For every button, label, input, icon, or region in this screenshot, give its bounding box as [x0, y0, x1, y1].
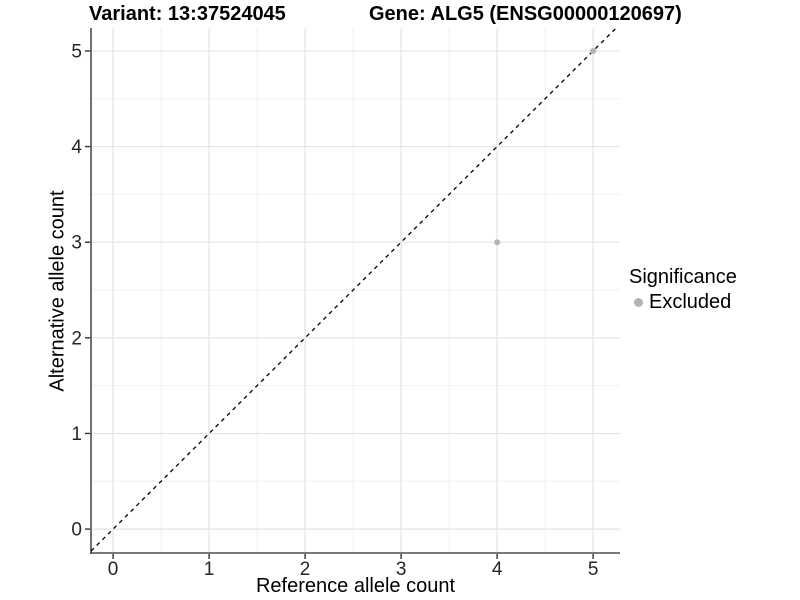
data-point-excluded: [590, 47, 597, 54]
legend-item: Excluded: [629, 291, 737, 314]
x-axis-label: Reference allele count: [255, 575, 455, 597]
identity-line: [90, 27, 617, 552]
x-tick-label: 3: [396, 559, 407, 580]
y-tick-label: 3: [71, 233, 82, 254]
legend: Significance Excluded: [629, 266, 737, 314]
y-tick-label: 1: [71, 424, 82, 445]
y-axis-label: Alternative allele count: [46, 190, 69, 392]
y-tick-label: 2: [71, 328, 82, 349]
x-tick-label: 4: [492, 559, 503, 580]
plot-title-variant: Variant: 13:37524045: [89, 3, 286, 25]
legend-title: Significance: [629, 266, 737, 288]
x-tick-label: 0: [108, 559, 119, 580]
x-tick-label: 5: [588, 559, 599, 580]
legend-items: Excluded: [629, 291, 737, 314]
x-tick-label: 2: [300, 559, 311, 580]
x-tick-label: 1: [204, 559, 215, 580]
plot-title-gene: Gene: ALG5 (ENSG00000120697): [369, 3, 682, 25]
legend-item-label: Excluded: [649, 291, 732, 313]
y-tick-label: 4: [71, 137, 82, 158]
y-tick-label: 5: [71, 41, 82, 62]
y-tick-label: 0: [71, 520, 82, 541]
legend-key-dot: [634, 298, 643, 307]
data-point-excluded: [494, 239, 501, 246]
